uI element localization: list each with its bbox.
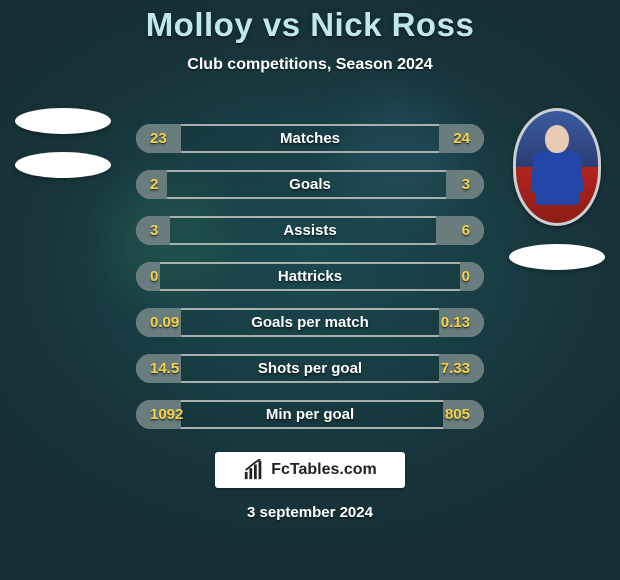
footer-date: 3 september 2024: [247, 504, 373, 521]
stat-value-right: 805: [445, 406, 470, 423]
stat-value-right: 24: [453, 130, 470, 147]
stat-value-left: 1092: [150, 406, 183, 423]
chart-icon: [243, 459, 265, 481]
stat-row: 23 Matches 24: [136, 124, 484, 153]
stat-label: Assists: [283, 222, 336, 239]
stat-value-right: 3: [462, 176, 470, 193]
stat-value-right: 7.33: [441, 360, 470, 377]
subtitle: Club competitions, Season 2024: [187, 56, 432, 74]
stat-value-left: 3: [150, 222, 158, 239]
stat-row: 14.5 Shots per goal 7.33: [136, 354, 484, 383]
stat-label: Hattricks: [278, 268, 342, 285]
site-logo-text: FcTables.com: [271, 461, 377, 479]
stat-value-right: 6: [462, 222, 470, 239]
content-wrapper: Molloy vs Nick Ross Club competitions, S…: [0, 0, 620, 580]
stat-label: Min per goal: [266, 406, 354, 423]
stat-label: Goals: [289, 176, 331, 193]
player-right: [502, 108, 612, 270]
player-left-shadow-2: [15, 152, 111, 178]
player-left: [8, 108, 118, 178]
player-right-avatar: [513, 108, 601, 226]
stat-value-right: 0.13: [441, 314, 470, 331]
stat-value-right: 0: [462, 268, 470, 285]
stat-row: 0 Hattricks 0: [136, 262, 484, 291]
avatar-head: [545, 125, 569, 153]
stat-fill-right: [436, 216, 484, 245]
stat-value-left: 2: [150, 176, 158, 193]
stat-row: 0.09 Goals per match 0.13: [136, 308, 484, 337]
stat-value-left: 14.5: [150, 360, 179, 377]
stat-label: Goals per match: [251, 314, 369, 331]
player-left-shadow: [15, 108, 111, 134]
site-logo[interactable]: FcTables.com: [215, 452, 405, 488]
stat-value-left: 0.09: [150, 314, 179, 331]
stat-row: 1092 Min per goal 805: [136, 400, 484, 429]
stat-value-left: 0: [150, 268, 158, 285]
stats-container: 23 Matches 24 2 Goals 3 3 Assists 6 0 Hattricks 0 0.…: [136, 124, 484, 429]
page-title: Molloy vs Nick Ross: [146, 6, 475, 44]
stat-row: 3 Assists 6: [136, 216, 484, 245]
player-right-shadow: [509, 244, 605, 270]
stat-label: Matches: [280, 130, 340, 147]
stat-row: 2 Goals 3: [136, 170, 484, 199]
stat-label: Shots per goal: [258, 360, 362, 377]
stat-value-left: 23: [150, 130, 167, 147]
